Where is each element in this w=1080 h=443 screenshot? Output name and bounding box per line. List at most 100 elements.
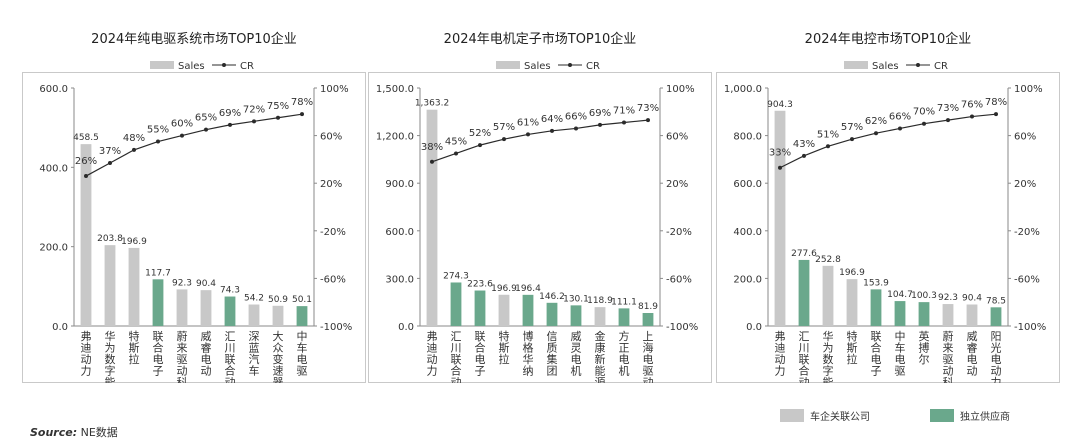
y2-tick-label: -20% [666,227,692,238]
bar-value-label: 196.9 [491,284,517,294]
legend-label-independent: 独立供应商 [960,412,1010,423]
y-tick-label: 600.0 [385,227,414,238]
category-label: 特斯拉 [129,329,140,366]
cr-point [430,159,434,164]
bar-company [966,304,978,326]
cr-point [478,143,482,148]
chart-title: 2024年电控市场TOP10企业 [804,32,972,47]
legend-sales-swatch [496,61,520,69]
bar-value-label: 81.9 [638,302,658,312]
bar-value-label: 50.9 [268,295,288,305]
y2-tick-label: -100% [1014,322,1046,333]
y-tick-label: 600.0 [733,179,762,190]
legend-label-company: 车企关联公司 [810,412,870,423]
bar-independent [522,294,534,326]
cr-point [252,119,256,124]
bar-value-label: 203.8 [97,234,123,244]
bar-company [176,289,188,326]
chart-title: 2024年电机定子市场TOP10企业 [443,32,637,47]
cr-point [574,126,578,131]
cr-point [622,120,626,125]
y-tick-label: 1,500.0 [376,84,414,95]
legend-sales-label: Sales [178,61,205,72]
y2-tick-label: 100% [1014,84,1043,95]
y-tick-label: 400.0 [733,227,762,238]
category-label: 汇川联合动力 [451,330,462,383]
bar-value-label: 90.4 [196,279,216,289]
cr-line [85,113,303,177]
cr-point [454,151,458,156]
bar-independent [450,282,462,326]
bar-independent [870,289,882,326]
chart-frame [22,72,366,383]
bar-company [426,109,438,326]
category-label: 蔚来驱动科技 [943,330,954,383]
cr-value-label: 70% [913,107,935,118]
category-label: 联合电子 [153,330,164,378]
source-text: NE数据 [80,426,118,439]
bar-value-label: 78.5 [986,296,1006,306]
cr-value-label: 71% [613,106,635,117]
legend-cr-label: CR [586,61,600,72]
bar-independent [152,279,164,326]
cr-value-label: 66% [889,111,911,122]
cr-value-label: 52% [469,128,491,139]
category-label: 特斯拉 [499,329,510,366]
cr-point [778,165,782,170]
y2-tick-label: 100% [320,84,349,95]
y2-tick-label: 20% [320,179,342,190]
category-label: 弗迪动力 [81,329,92,378]
bar-value-label: 196.4 [515,284,541,294]
cr-point [132,147,136,152]
bar-independent [894,301,906,326]
bar-independent [618,308,630,326]
y2-tick-label: -60% [1014,274,1040,285]
cr-value-label: 55% [147,125,169,136]
cr-value-label: 73% [637,103,659,114]
bar-value-label: 92.3 [938,293,958,303]
bar-value-label: 196.9 [839,268,865,278]
category-label: 蔚来驱动科技 [177,330,188,383]
y2-tick-label: 60% [320,132,342,143]
bar-value-label: 904.3 [767,100,793,110]
legend-cr-marker [222,63,226,67]
bar-independent [918,302,930,326]
cr-point [526,132,530,137]
bar-value-label: 252.8 [815,255,841,265]
category-label: 阳光电动力 [991,330,1002,383]
y2-tick-label: 60% [1014,132,1036,143]
cr-value-label: 43% [793,139,815,150]
category-label: 威灵电机 [571,330,582,378]
category-label: 华为数字能源 [823,329,834,383]
cr-value-label: 64% [541,114,563,125]
chart-frame [716,72,1060,383]
cr-point [502,137,506,142]
bar-value-label: 118.9 [587,296,613,306]
bar-value-label: 50.1 [292,295,312,305]
y-tick-label: 400.0 [39,163,68,174]
y2-tick-label: -60% [320,274,346,285]
cr-value-label: 66% [565,111,587,122]
cr-point [898,126,902,131]
bar-company [272,305,284,326]
y2-tick-label: 20% [1014,179,1036,190]
y-tick-label: 600.0 [39,84,68,95]
y-tick-label: 900.0 [385,179,414,190]
cr-line [779,113,997,169]
y-tick-label: 200.0 [39,243,68,254]
category-label: 上海电驱动 [643,330,654,383]
bar-company [822,265,834,326]
legend-independent: 独立供应商 [930,408,1010,423]
cr-line [431,119,649,163]
cr-value-label: 75% [267,101,289,112]
cr-point [550,128,554,133]
chart-panel-drive-system: 2024年纯电驱系统市场TOP10企业 Sales CR 0.0 200.0 400.0… [22,28,366,383]
bar-value-label: 100.3 [911,291,937,301]
bar-value-label: 130.1 [563,294,589,304]
cr-point [802,153,806,158]
bar-company [594,307,606,326]
chart-frame [368,72,712,383]
chart-panel-stator: 2024年电机定子市场TOP10企业 Sales CR 0.0 300.0 600.0 9… [368,28,712,383]
y-tick-label: 200.0 [733,274,762,285]
category-label: 汇川联合动力 [225,330,236,383]
